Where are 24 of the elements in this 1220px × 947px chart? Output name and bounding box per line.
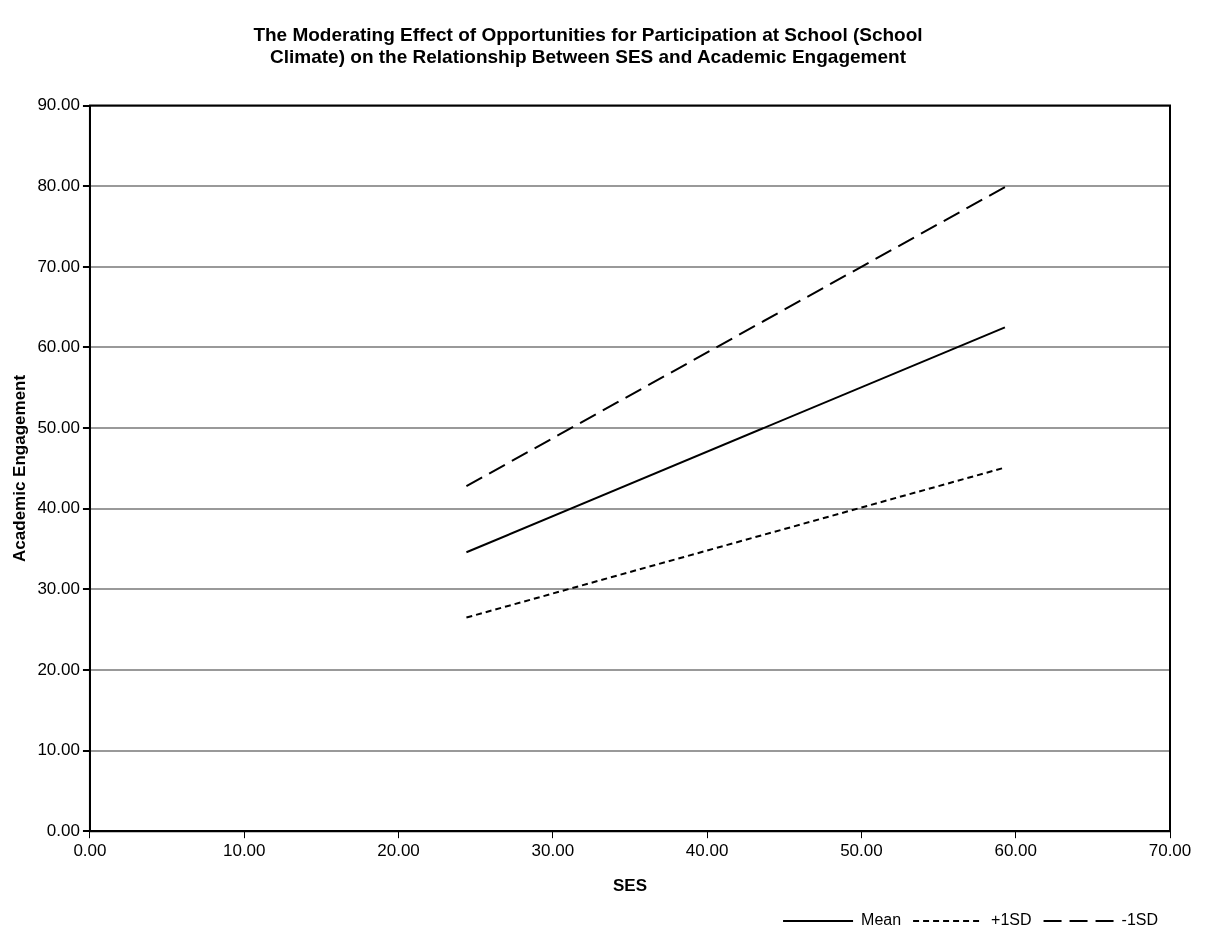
x-tick-label: 70.00: [1148, 841, 1192, 861]
legend-label: -1SD: [1121, 911, 1158, 929]
x-tick-label: 0.00: [73, 841, 107, 861]
x-tick-label: 60.00: [994, 841, 1037, 861]
x-tick-label: 30.00: [531, 841, 575, 861]
x-tick-label: 40.00: [685, 841, 729, 861]
chart-title: The Moderating Effect of Opportunities for Participation at School (School Climate) on the Relationship Between SES and Academic Engagement: [253, 23, 923, 68]
y-axis-title: Academic Engagement: [9, 374, 29, 562]
x-axis-title: SES: [612, 876, 647, 896]
legend-label: Mean: [861, 911, 902, 929]
y-tick-label: 60.00: [37, 337, 80, 357]
y-tick-label: 20.00: [37, 659, 80, 679]
y-tick-label: 0.00: [46, 820, 80, 840]
x-tick-label: 20.00: [377, 841, 420, 861]
x-tick-label: 10.00: [222, 841, 266, 861]
y-tick-label: 50.00: [37, 417, 80, 437]
y-tick-label: 40.00: [37, 498, 80, 518]
legend-label: +1SD: [991, 911, 1032, 929]
y-tick-label: 70.00: [37, 256, 80, 276]
y-tick-label: 10.00: [37, 740, 80, 760]
y-tick-label: 90.00: [37, 95, 80, 115]
x-tick-label: 50.00: [840, 841, 883, 861]
y-tick-label: 80.00: [37, 175, 80, 195]
y-tick-label: 30.00: [37, 579, 80, 599]
